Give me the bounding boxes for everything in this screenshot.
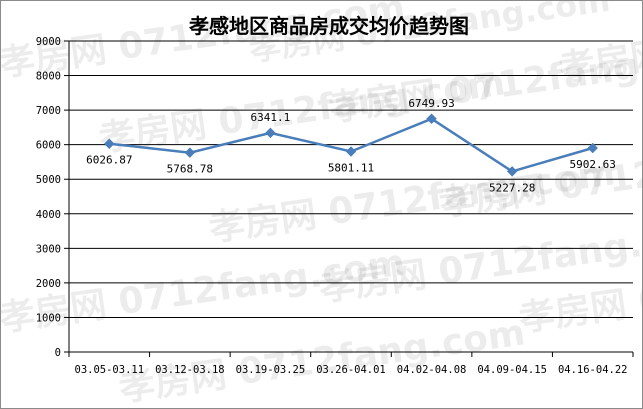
axes	[64, 40, 634, 357]
y-tick-label: 4000	[36, 209, 61, 221]
y-tick-label: 9000	[36, 36, 61, 48]
data-markers	[104, 113, 598, 177]
x-tick-label: 03.26-04.01	[316, 364, 386, 376]
y-tick-label: 1000	[36, 312, 61, 324]
data-label: 6341.1	[251, 111, 291, 124]
data-label: 5902.63	[570, 158, 616, 171]
x-tick-labels: 03.05-03.11 03.12-03.18 03.19-03.25 03.26-0…	[75, 364, 628, 376]
data-label: 5768.78	[167, 163, 213, 176]
chart-title: 孝感地区商品房成交均价趋势图	[188, 14, 469, 38]
x-tick-label: 04.09-04.15	[477, 364, 547, 376]
data-labels: 6026.87 5768.78 6341.1 5801.11 6749.93 5227.2…	[86, 97, 616, 195]
data-label: 6026.87	[86, 154, 132, 167]
y-tick-label: 2000	[36, 278, 61, 290]
data-point	[426, 113, 437, 124]
data-point	[506, 166, 518, 177]
y-tick-label: 3000	[36, 243, 61, 255]
watermark-text: 孝房网 0712fang.com	[1, 242, 408, 340]
data-point	[587, 142, 598, 154]
y-tick-label: 6000	[36, 140, 61, 152]
y-tick-label: 5000	[36, 174, 61, 186]
data-point	[345, 146, 357, 157]
x-tick-label: 04.16-04.22	[558, 364, 628, 376]
y-tick-labels: 0 1000 2000 3000 4000 5000 6000 7000 8000 9000	[36, 36, 61, 359]
data-label: 6749.93	[408, 97, 454, 110]
y-tick-label: 0	[55, 347, 61, 359]
data-label: 5227.28	[489, 181, 535, 194]
x-tick-label: 03.12-03.18	[155, 364, 225, 376]
y-tick-label: 7000	[36, 105, 61, 117]
data-label: 5801.11	[328, 162, 374, 175]
data-point	[265, 127, 276, 139]
x-tick-label: 04.02-04.08	[397, 364, 467, 376]
x-tick-label: 03.05-03.11	[75, 364, 145, 376]
gridlines	[69, 40, 633, 318]
data-point	[104, 138, 115, 149]
y-tick-label: 8000	[36, 71, 61, 83]
watermark-text: 孝房网 0712fang.com	[117, 312, 528, 408]
data-point	[184, 147, 196, 158]
x-tick-label: 03.19-03.25	[236, 364, 306, 376]
